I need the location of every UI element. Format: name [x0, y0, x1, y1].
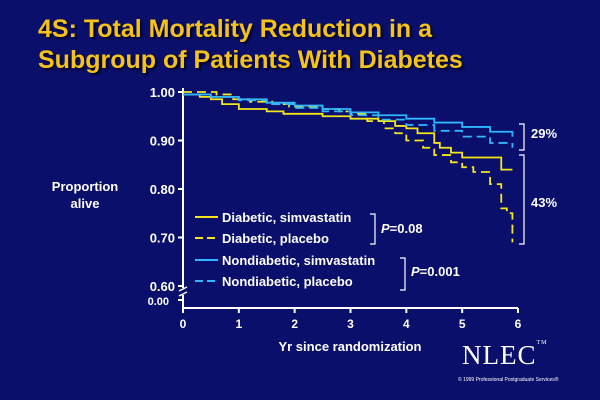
- y-tick-label: 0.80: [150, 182, 175, 197]
- x-axis-label: Yr since randomization: [278, 339, 421, 354]
- reduction-bracket-diabetic: [519, 154, 525, 245]
- p-bracket-nondiabetic: [400, 257, 406, 291]
- legend-label-diabetic-placebo: Diabetic, placebo: [222, 231, 329, 246]
- legend-label-nondiabetic-simvastatin: Nondiabetic, simvastatin: [222, 253, 375, 268]
- chart-annotations: P=0.08 P=0.001 29% 43%: [370, 123, 557, 291]
- x-tick-label: 2: [291, 317, 298, 331]
- x-tick-label: 0: [180, 317, 187, 331]
- x-tick-label: 6: [515, 317, 522, 331]
- x-tick-label: 5: [459, 317, 466, 331]
- series-line-diabetic-placebo: [183, 91, 514, 243]
- chart-axes: 1.00 0.90 0.80 0.70 0.60 0.00 0 1 2 3 4 5 6 Yr since …: [52, 85, 522, 354]
- legend-label-nondiabetic-placebo: Nondiabetic, placebo: [222, 274, 353, 289]
- x-tick-label: 4: [403, 317, 410, 331]
- x-tick-label: 3: [347, 317, 354, 331]
- y-tick-label: 0.70: [150, 231, 175, 246]
- y-axis-break-mark: [178, 291, 188, 297]
- logo-text: NLEC: [462, 340, 537, 370]
- reduction-bracket-nondiabetic: [519, 123, 525, 151]
- legend-label-diabetic-simvastatin: Diabetic, simvastatin: [222, 210, 351, 225]
- p-bracket-diabetic: [370, 213, 376, 245]
- y-axis-break-mark: [178, 286, 188, 292]
- y-break-label: 0.00: [148, 296, 169, 308]
- chart-series: [183, 91, 514, 243]
- y-tick-label: 0.60: [150, 279, 175, 294]
- reduction-label-diabetic: 43%: [531, 195, 557, 210]
- y-axis-label-line2: alive: [71, 196, 100, 211]
- slide-title: 4S: Total Mortality Reduction in a Subgr…: [38, 14, 578, 76]
- nlec-logo: NLECTM: [462, 340, 548, 371]
- title-line-2: Subgroup of Patients With Diabetes: [38, 46, 463, 74]
- title-line-1: 4S: Total Mortality Reduction in a: [38, 15, 433, 43]
- reduction-label-nondiabetic: 29%: [531, 126, 557, 141]
- series-line-diabetic-simvastatin: [183, 93, 513, 171]
- p-value-nondiabetic: P=0.001: [411, 264, 460, 279]
- p-value-diabetic: P=0.08: [381, 221, 423, 236]
- x-tick-label: 1: [235, 317, 242, 331]
- copyright-text: © 1999 Professional Postgraduate Service…: [458, 377, 559, 383]
- y-tick-label: 1.00: [150, 85, 175, 100]
- y-tick-label: 0.90: [150, 134, 175, 149]
- series-line-nondiabetic-placebo: [183, 93, 514, 148]
- logo-tm: TM: [536, 340, 548, 346]
- chart-legend: Diabetic, simvastatin Diabetic, placebo No…: [195, 210, 375, 289]
- y-axis-label-line1: Proportion: [52, 179, 118, 194]
